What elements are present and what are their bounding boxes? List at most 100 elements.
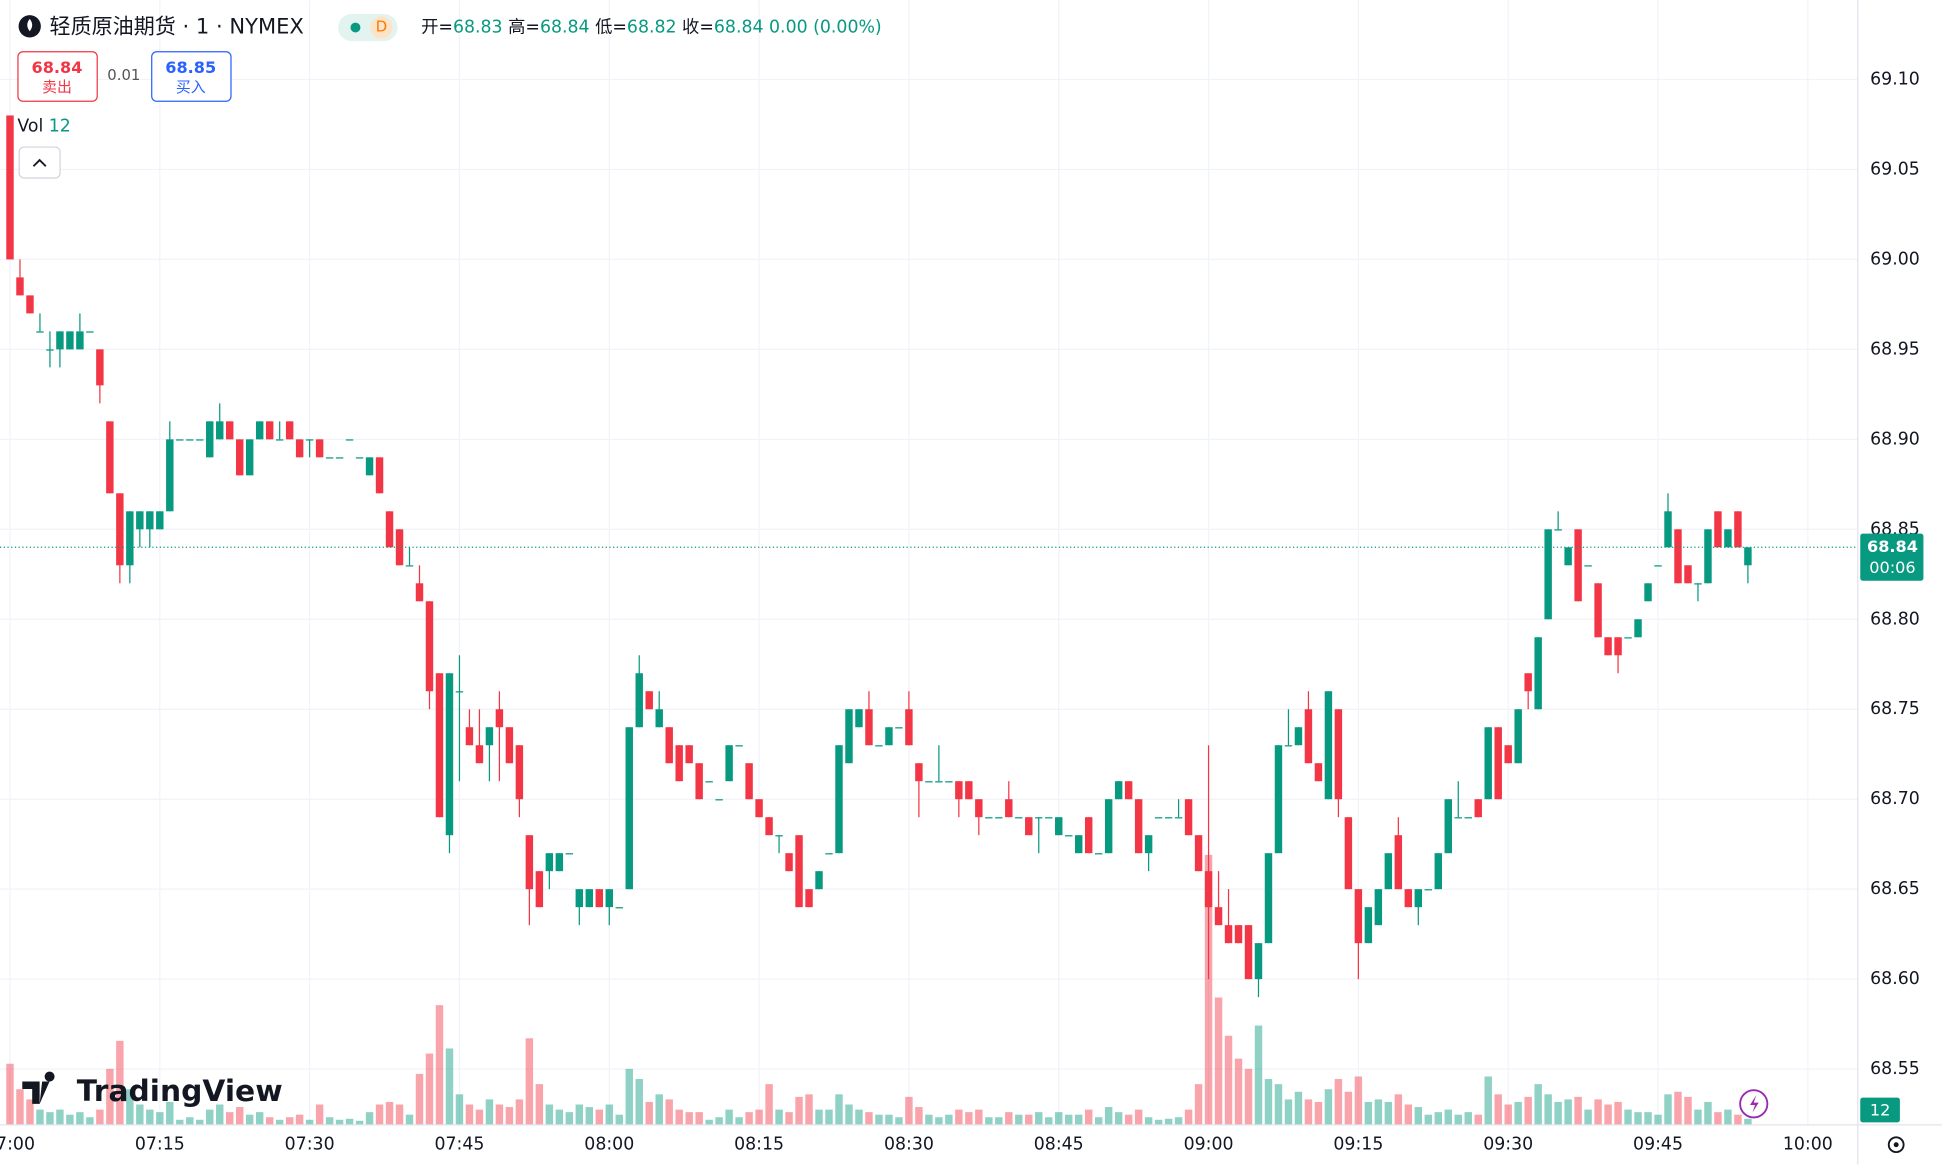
volume-bar bbox=[255, 1112, 264, 1125]
volume-bar bbox=[605, 1104, 613, 1125]
settings-icon[interactable] bbox=[1887, 1136, 1905, 1154]
candle-body bbox=[1694, 583, 1702, 585]
volume-bar bbox=[46, 1112, 54, 1125]
volume-bar bbox=[36, 1109, 44, 1125]
volume-bar bbox=[1025, 1114, 1033, 1125]
x-tick-label: 07:45 bbox=[434, 1135, 484, 1155]
volume-bar bbox=[1294, 1091, 1303, 1125]
volume-bar bbox=[595, 1109, 603, 1125]
volume-bar bbox=[216, 1104, 224, 1125]
candle-body bbox=[595, 889, 603, 908]
candle-body bbox=[1304, 709, 1313, 764]
volume-bar bbox=[1424, 1114, 1433, 1125]
candle-body bbox=[1015, 817, 1023, 819]
candle-body bbox=[1035, 817, 1043, 819]
volume-bar bbox=[945, 1114, 953, 1125]
candle-body bbox=[1524, 673, 1532, 692]
candle-body bbox=[825, 853, 833, 855]
volume-legend: Vol 12 bbox=[17, 117, 71, 137]
volume-bar bbox=[1005, 1112, 1013, 1125]
volume-bar bbox=[795, 1096, 803, 1125]
volume-bar bbox=[206, 1109, 214, 1125]
candle-body bbox=[1244, 925, 1253, 980]
buy-button[interactable] bbox=[151, 51, 232, 102]
candle-body bbox=[315, 439, 324, 458]
candle-body bbox=[385, 511, 394, 548]
sell-button[interactable] bbox=[17, 51, 98, 102]
candle-body bbox=[465, 727, 474, 746]
candle-body bbox=[1104, 799, 1113, 854]
volume-bar bbox=[136, 1104, 144, 1125]
candle-body bbox=[96, 349, 104, 386]
candle-body bbox=[106, 421, 114, 494]
volume-bar bbox=[16, 1089, 24, 1125]
volume-bar bbox=[156, 1112, 164, 1125]
y-tick-label: 69.00 bbox=[1870, 249, 1920, 269]
candle-body bbox=[435, 673, 444, 818]
candle-body bbox=[945, 781, 953, 783]
volume-bar bbox=[106, 1068, 114, 1125]
candle-body bbox=[515, 745, 524, 800]
volume-bar bbox=[1734, 1114, 1742, 1125]
candle-body bbox=[545, 853, 554, 872]
volume-bar bbox=[485, 1099, 494, 1125]
buy-label: 买入 bbox=[176, 78, 206, 96]
candle-body bbox=[1214, 907, 1223, 926]
volume-bar bbox=[1534, 1084, 1542, 1125]
volume-bar bbox=[1074, 1114, 1083, 1125]
volume-bar bbox=[1344, 1091, 1353, 1125]
volume-value: 12 bbox=[49, 117, 71, 137]
volume-bar bbox=[1035, 1112, 1043, 1125]
candle-body bbox=[815, 871, 823, 890]
volume-bar bbox=[166, 1101, 174, 1125]
volume-bar bbox=[1214, 997, 1223, 1125]
candle-body bbox=[295, 439, 304, 458]
candle-body bbox=[305, 439, 314, 441]
candle-body bbox=[875, 745, 883, 747]
candle-body bbox=[1254, 943, 1263, 980]
candle-body bbox=[405, 565, 414, 567]
volume-bar bbox=[1674, 1091, 1682, 1125]
volume-bar bbox=[645, 1101, 653, 1125]
candle-body bbox=[855, 709, 863, 728]
volume-label: Vol bbox=[17, 117, 43, 137]
candle-body bbox=[645, 691, 653, 710]
x-tick-label: 08:45 bbox=[1034, 1135, 1084, 1155]
volume-bar bbox=[1364, 1101, 1373, 1125]
collapse-button[interactable] bbox=[18, 146, 61, 179]
volume-bar bbox=[1514, 1101, 1522, 1125]
candle-body bbox=[1174, 817, 1183, 819]
volume-bar bbox=[146, 1109, 154, 1125]
candle-body bbox=[1724, 529, 1732, 548]
candle-body bbox=[1734, 511, 1742, 548]
candle-body bbox=[16, 277, 24, 296]
candle-body bbox=[325, 457, 334, 459]
volume-bar bbox=[1454, 1114, 1462, 1125]
close-value: 68.84 bbox=[714, 18, 764, 38]
candle-body bbox=[575, 889, 584, 908]
volume-bar bbox=[325, 1117, 334, 1125]
volume-bar bbox=[1394, 1094, 1403, 1125]
candle-body bbox=[1464, 817, 1472, 819]
volume-bar bbox=[1694, 1109, 1702, 1125]
volume-bar bbox=[535, 1084, 544, 1125]
candle-body bbox=[265, 421, 274, 440]
candle-body bbox=[1434, 853, 1442, 890]
last-price-box bbox=[1860, 533, 1924, 581]
candle-body bbox=[425, 601, 434, 692]
volume-bar bbox=[1045, 1117, 1053, 1125]
candle-body bbox=[186, 439, 194, 441]
volume-bar bbox=[265, 1117, 274, 1125]
candle-body bbox=[1404, 889, 1413, 908]
spread: 0.01 bbox=[107, 66, 140, 84]
volume-bar bbox=[995, 1117, 1003, 1125]
x-tick-label: 09:45 bbox=[1633, 1135, 1683, 1155]
candle-body bbox=[1654, 565, 1662, 567]
candle-body bbox=[605, 889, 613, 908]
candle-body bbox=[26, 295, 34, 314]
volume-bar bbox=[1584, 1109, 1592, 1125]
candle-body bbox=[235, 439, 244, 476]
